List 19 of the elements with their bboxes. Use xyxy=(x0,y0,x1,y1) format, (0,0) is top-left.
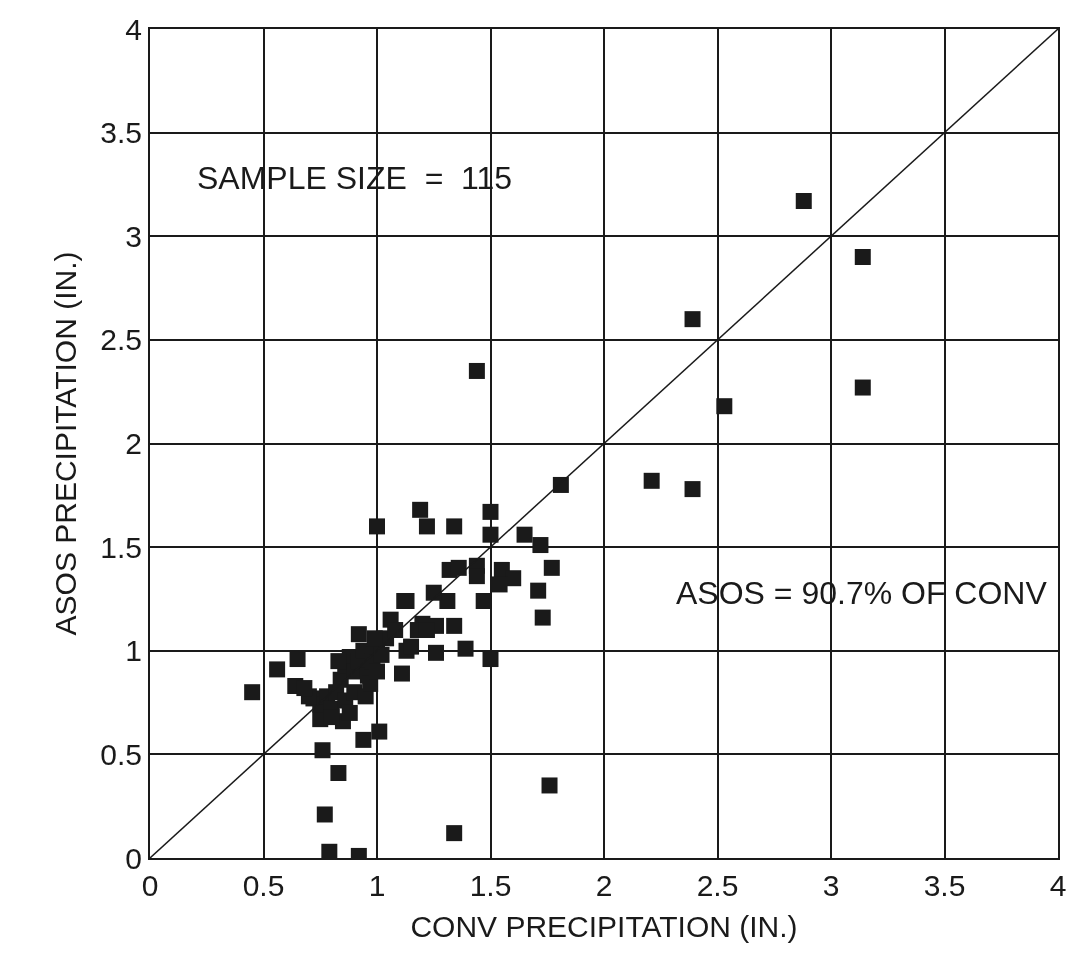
x-tick-label: 4 xyxy=(1049,869,1067,902)
y-tick-label: 3.5 xyxy=(100,116,142,150)
y-tick-label: 3 xyxy=(125,219,142,253)
x-tick-label: 0.5 xyxy=(242,869,285,902)
x-axis-title: CONV PRECIPITATION (IN.) xyxy=(410,910,798,943)
x-tick-label: 3.5 xyxy=(923,869,966,902)
y-tick-label: 2.5 xyxy=(100,323,142,357)
x-tick-label: 1 xyxy=(368,869,386,902)
y-tick-label: 1.5 xyxy=(100,530,142,564)
x-tick-label: 1.5 xyxy=(469,869,512,902)
y-tick-label: 0.5 xyxy=(100,737,142,771)
x-tick-label: 2 xyxy=(595,869,613,902)
y-tick-label: 4 xyxy=(125,12,142,46)
y-axis-title: ASOS PRECIPITATION (IN.) xyxy=(48,251,82,636)
y-tick-label: 2 xyxy=(125,427,142,460)
y-tick-label: 1 xyxy=(125,634,142,668)
x-tick-label: 2.5 xyxy=(696,869,739,902)
x-tick-label: 3 xyxy=(822,869,840,902)
y-tick-label: 0 xyxy=(125,841,142,875)
